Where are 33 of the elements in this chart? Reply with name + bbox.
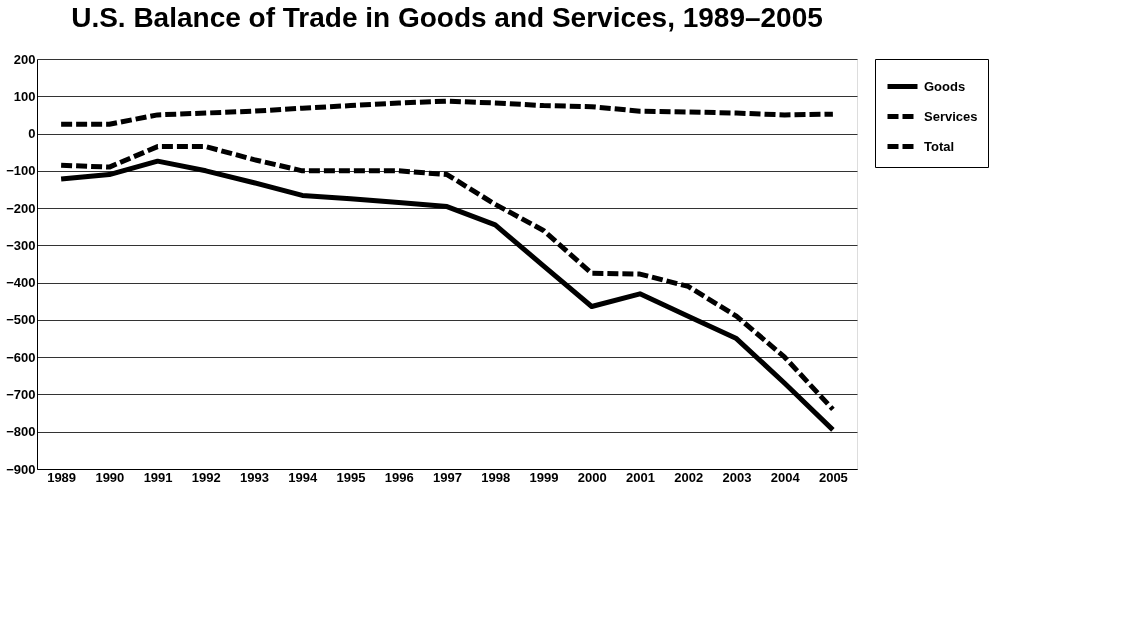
y-tick-label: −800	[6, 424, 36, 440]
chart-title: U.S. Balance of Trade in Goods and Services, 1989–2005	[71, 2, 823, 33]
x-tick-label: 1994	[288, 469, 319, 485]
y-tick-label: 100	[13, 88, 36, 104]
x-tick-label: 2005	[818, 469, 848, 485]
x-tick-label: 1993	[240, 469, 270, 485]
x-tick-label: 2002	[674, 469, 704, 485]
x-tick-label: 2000	[577, 469, 607, 485]
legend-label: Goods	[924, 78, 966, 94]
y-tick-label: 200	[13, 51, 36, 67]
legend-label: Services	[924, 108, 978, 124]
y-tick-label: −200	[6, 200, 36, 216]
x-tick-label: 1991	[143, 469, 173, 485]
x-tick-label: 1992	[191, 469, 221, 485]
x-tick-label: 1995	[336, 469, 366, 485]
y-tick-label: −100	[6, 163, 36, 179]
x-tick-label: 2001	[625, 469, 655, 485]
y-tick-label: −900	[6, 461, 36, 477]
x-tick-label: 1998	[481, 469, 511, 485]
y-tick-label: −300	[6, 237, 36, 253]
y-tick-label: 0	[28, 126, 36, 142]
x-tick-label: 1997	[433, 469, 462, 485]
x-tick-label: 2003	[722, 469, 752, 485]
legend-label: Total	[924, 138, 955, 154]
y-tick-label: −600	[6, 349, 36, 365]
x-tick-label: 1999	[529, 469, 559, 485]
x-tick-label: 1996	[384, 469, 414, 485]
y-tick-label: −700	[6, 386, 36, 402]
y-tick-label: −400	[6, 275, 36, 291]
x-tick-label: 1989	[47, 469, 77, 485]
y-tick-label: −500	[6, 312, 36, 328]
x-tick-label: 2004	[770, 469, 801, 485]
x-tick-label: 1990	[95, 469, 125, 485]
